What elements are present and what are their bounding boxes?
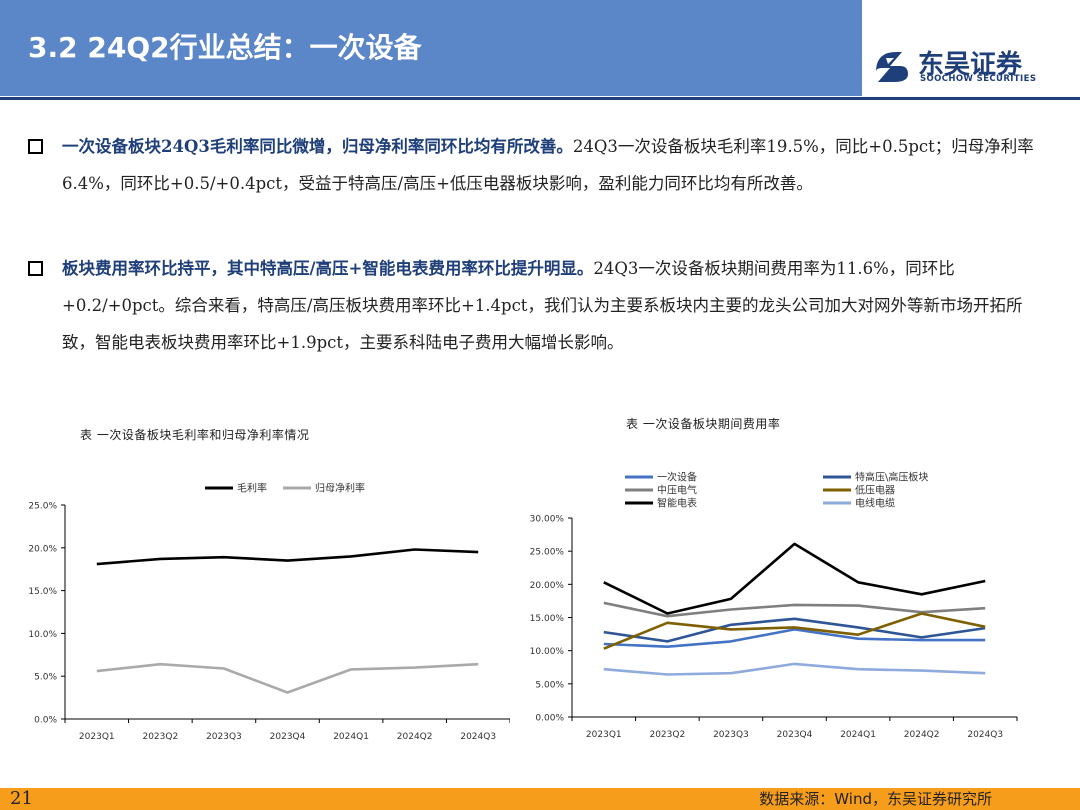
series-line (603, 542, 986, 615)
y-tick-label: 5.00% (535, 680, 564, 690)
soochow-logo-icon (876, 52, 908, 82)
legend-label: 毛利率 (237, 482, 267, 495)
y-tick-label: 5.0% (34, 673, 57, 683)
legend-label: 一次设备 (657, 471, 697, 484)
y-tick-label: 25.0% (28, 502, 57, 512)
chart-caption-margin: 表 一次设备板块毛利率和归母净利率情况 (80, 428, 310, 442)
logo-cn-text: 东吴证券 (918, 50, 1023, 80)
y-tick-label: 15.0% (28, 587, 57, 597)
margin-line-chart: 0.0% 5.0% 10.0% 15.0% 20.0% 25.0% 2023Q1 2023Q2… (28, 482, 510, 742)
y-tick-label: 25.00% (530, 548, 565, 558)
x-tick-label: 2024Q3 (967, 730, 1003, 740)
bullet-profitability: 一次设备板块24Q3毛利率同比微增，归母净利率同环比均有所改善。24Q3一次设备… (28, 128, 1052, 202)
series-line (603, 662, 986, 676)
x-tick-label: 2024Q1 (840, 730, 876, 740)
y-tick-label: 15.00% (530, 614, 565, 624)
series-line (96, 548, 479, 566)
bullet-body: 24Q3一次设备板块期间费用率为11.6%，同环比+0.2/+0pct。综合来看… (62, 259, 1023, 352)
square-bullet-icon (28, 139, 43, 154)
square-bullet-icon (28, 261, 43, 276)
footer-bar: 21 数据来源：Wind，东吴证券研究所 (0, 788, 1080, 810)
y-tick-label: 10.00% (530, 647, 565, 657)
x-tick-label: 2023Q4 (270, 732, 306, 742)
x-tick-label: 2023Q4 (777, 730, 813, 740)
bullet-text: 一次设备板块24Q3毛利率同比微增，归母净利率同环比均有所改善。24Q3一次设备… (62, 128, 1052, 202)
series-line (603, 617, 986, 643)
bullet-highlight: 板块费用率环比持平，其中特高压/高压+智能电表费用率环比提升明显。 (62, 259, 594, 278)
x-tick-label: 2023Q2 (649, 730, 685, 740)
legend-label: 电线电缆 (855, 497, 895, 510)
legend-label: 低压电器 (855, 484, 895, 497)
x-tick-label: 2024Q2 (397, 732, 433, 742)
page-number: 21 (10, 788, 33, 809)
y-tick-label: 20.0% (28, 544, 57, 554)
logo-en-text: SOOCHOW SECURITIES (920, 74, 1037, 84)
brand-logo: 东吴证券 SOOCHOW SECURITIES (872, 44, 1072, 90)
title-bar: 3.2 24Q2行业总结：一次设备 (0, 0, 862, 96)
x-tick-label: 2023Q2 (142, 732, 178, 742)
page-title: 3.2 24Q2行业总结：一次设备 (28, 31, 422, 64)
y-tick-label: 0.00% (535, 714, 564, 724)
header-divider (0, 97, 1080, 100)
series-line (603, 612, 986, 650)
series-line (603, 628, 986, 648)
bullet-text: 板块费用率环比持平，其中特高压/高压+智能电表费用率环比提升明显。24Q3一次设… (62, 250, 1052, 361)
x-tick-label: 2023Q1 (586, 730, 622, 740)
y-tick-label: 30.00% (530, 515, 565, 525)
bullet-body: 24Q3一次设备板块毛利率19.5%，同比+0.5pct；归母净利率6.4%，同… (62, 137, 1034, 193)
legend-label: 特高压\高压板块 (855, 471, 928, 484)
x-tick-label: 2023Q3 (713, 730, 749, 740)
legend-label: 智能电表 (657, 497, 697, 510)
chart-caption-expense: 表 一次设备板块期间费用率 (626, 417, 781, 431)
bullet-highlight: 一次设备板块24Q3毛利率同比微增，归母净利率同环比均有所改善。 (62, 137, 573, 156)
x-tick-label: 2024Q2 (904, 730, 940, 740)
legend-label: 中压电气 (657, 484, 697, 497)
y-tick-label: 10.0% (28, 630, 57, 640)
x-tick-label: 2023Q3 (206, 732, 242, 742)
data-source: 数据来源：Wind，东吴证券研究所 (759, 790, 992, 808)
y-tick-label: 20.00% (530, 581, 565, 591)
series-line (96, 662, 479, 694)
legend-label: 归母净利率 (315, 482, 365, 495)
x-tick-label: 2024Q3 (460, 732, 496, 742)
y-tick-label: 0.0% (34, 716, 57, 726)
bullet-expense-ratio: 板块费用率环比持平，其中特高压/高压+智能电表费用率环比提升明显。24Q3一次设… (28, 250, 1052, 361)
x-tick-label: 2023Q1 (79, 732, 115, 742)
expense-ratio-line-chart: 0.00% 5.00% 10.00% 15.00% 20.00% 25.00% 30.00%… (530, 471, 1018, 740)
x-tick-label: 2024Q1 (333, 732, 369, 742)
